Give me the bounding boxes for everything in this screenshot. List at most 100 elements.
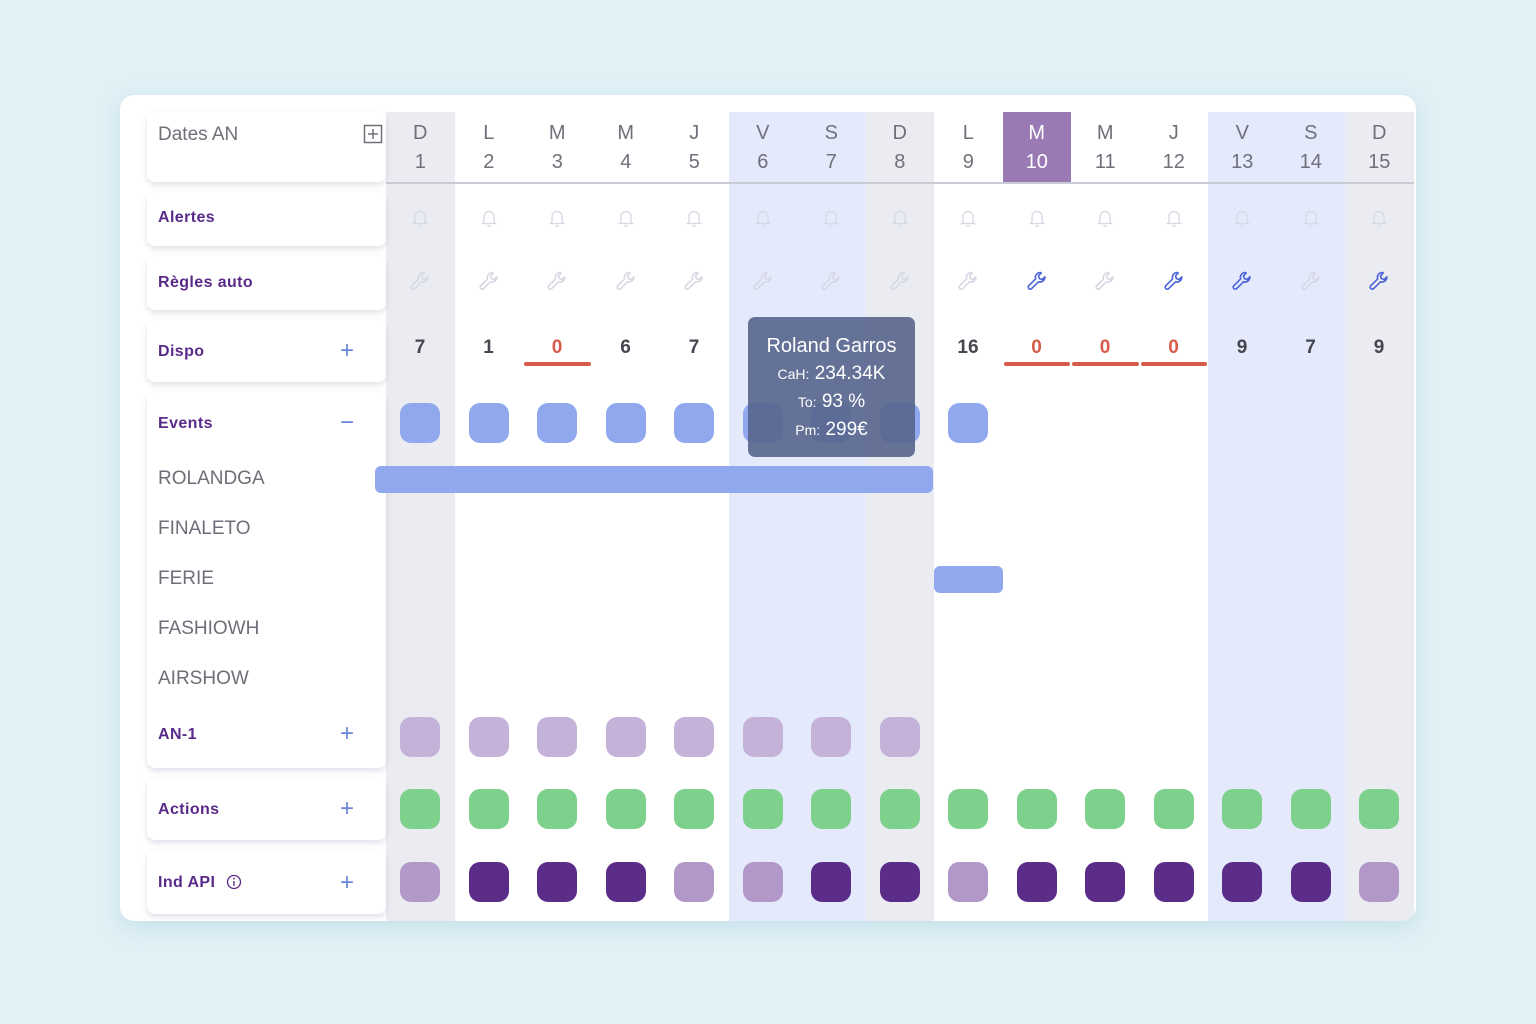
action-chip[interactable] [811, 789, 852, 829]
action-chip[interactable] [948, 789, 989, 829]
bell-icon[interactable] [411, 208, 429, 228]
event-span-ferie[interactable] [934, 566, 1003, 593]
wrench-icon[interactable] [752, 270, 774, 292]
ind-api-chip[interactable] [742, 862, 783, 902]
wrench-icon[interactable] [478, 270, 500, 292]
date-header: D 1 L 2 M 3 M 4 J 5 V 6 S 7 D 8 L 9 M 10 M 11 J 12 V 13 S 14 D 15 [120, 95, 1416, 921]
wrench-icon[interactable] [1300, 270, 1322, 292]
ind-api-add-button[interactable]: + [339, 869, 354, 896]
wrench-icon[interactable] [820, 270, 842, 292]
event-chip[interactable] [674, 403, 715, 443]
an1-chip[interactable] [879, 717, 920, 757]
ind-api-chip[interactable] [605, 862, 646, 902]
day-header[interactable]: J 12 [1140, 112, 1209, 182]
ind-api-chip[interactable] [879, 862, 920, 902]
ind-api-chip[interactable] [400, 862, 441, 902]
action-chip[interactable] [1153, 789, 1194, 829]
wrench-icon[interactable] [683, 270, 705, 292]
actions-add-button[interactable]: + [339, 795, 354, 822]
day-header[interactable]: V 13 [1208, 112, 1277, 182]
action-chip[interactable] [468, 789, 509, 829]
ind-api-chip[interactable] [1290, 862, 1331, 902]
an1-chip[interactable] [742, 717, 783, 757]
bell-icon[interactable] [548, 208, 566, 228]
ind-api-chip[interactable] [948, 862, 989, 902]
bell-icon[interactable] [1165, 208, 1183, 228]
bell-icon[interactable] [822, 208, 840, 228]
ind-api-chip[interactable] [1222, 862, 1263, 902]
an1-chip[interactable] [468, 717, 509, 757]
action-chip[interactable] [674, 789, 715, 829]
an1-chip[interactable] [537, 717, 578, 757]
event-chip[interactable] [948, 403, 989, 443]
action-chip[interactable] [1290, 789, 1331, 829]
plus-square-icon[interactable] [363, 124, 383, 149]
wrench-icon[interactable] [1094, 270, 1116, 292]
bell-icon[interactable] [1302, 208, 1320, 228]
action-chip[interactable] [400, 789, 441, 829]
bell-icon[interactable] [1370, 208, 1388, 228]
event-chip[interactable] [605, 403, 646, 443]
day-letter: M [1096, 122, 1114, 144]
info-circle-icon[interactable] [226, 874, 242, 895]
bell-icon[interactable] [1028, 208, 1046, 228]
an1-chip[interactable] [605, 717, 646, 757]
action-chip[interactable] [537, 789, 578, 829]
bell-icon[interactable] [617, 208, 635, 228]
action-chip[interactable] [1016, 789, 1057, 829]
ind-api-chip[interactable] [1359, 862, 1400, 902]
ind-api-chip[interactable] [674, 862, 715, 902]
bell-icon[interactable] [480, 208, 498, 228]
bell-icon[interactable] [959, 208, 977, 228]
day-header[interactable]: M 11 [1071, 112, 1140, 182]
an1-add-button[interactable]: + [339, 720, 354, 747]
ind-api-chip[interactable] [468, 862, 509, 902]
wrench-icon[interactable] [1163, 270, 1185, 292]
wrench-icon[interactable] [957, 270, 979, 292]
dispo-add-button[interactable]: + [339, 337, 354, 364]
action-chip[interactable] [742, 789, 783, 829]
an1-chip[interactable] [674, 717, 715, 757]
events-collapse-button[interactable]: − [339, 409, 354, 436]
an1-chip[interactable] [400, 717, 441, 757]
wrench-icon[interactable] [615, 270, 637, 292]
bell-icon[interactable] [891, 208, 909, 228]
day-header[interactable]: M 10 [1002, 112, 1071, 182]
event-span-rolandga[interactable] [375, 466, 933, 493]
bell-icon[interactable] [1233, 208, 1251, 228]
ind-api-chip[interactable] [537, 862, 578, 902]
action-chip[interactable] [1222, 789, 1263, 829]
wrench-icon[interactable] [1231, 270, 1253, 292]
wrench-icon[interactable] [409, 270, 431, 292]
wrench-icon[interactable] [1026, 270, 1048, 292]
ind-api-chip[interactable] [811, 862, 852, 902]
bell-icon[interactable] [685, 208, 703, 228]
wrench-icon[interactable] [546, 270, 568, 292]
day-header[interactable]: D 15 [1345, 112, 1414, 182]
ind-api-chip[interactable] [1016, 862, 1057, 902]
bell-icon[interactable] [754, 208, 772, 228]
action-chip[interactable] [1085, 789, 1126, 829]
event-chip[interactable] [537, 403, 578, 443]
ind-api-chip[interactable] [1085, 862, 1126, 902]
an1-chip[interactable] [811, 717, 852, 757]
ind-api-chip[interactable] [1153, 862, 1194, 902]
day-header[interactable]: S 14 [1277, 112, 1346, 182]
wrench-icon[interactable] [1368, 270, 1390, 292]
action-chip[interactable] [1359, 789, 1400, 829]
bell-icon[interactable] [1096, 208, 1114, 228]
event-chip[interactable] [468, 403, 509, 443]
event-chip[interactable] [400, 403, 441, 443]
action-chip[interactable] [879, 789, 920, 829]
wrench-icon[interactable] [889, 270, 911, 292]
action-chip[interactable] [605, 789, 646, 829]
